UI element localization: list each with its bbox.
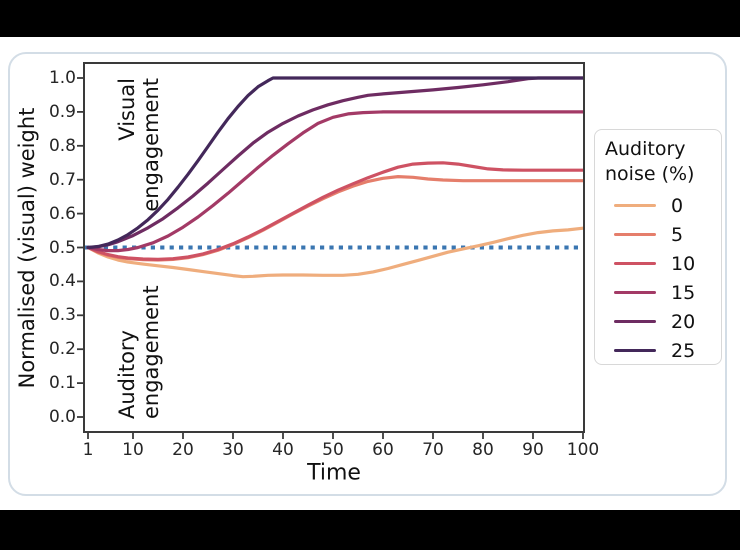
legend-line-swatch: [614, 320, 656, 323]
y-tick-label: 1.0: [48, 68, 76, 88]
legend-rows: 0 5 10 15 20 25: [605, 191, 715, 365]
x-tick-label: 60: [372, 440, 394, 460]
legend-line-swatch: [614, 262, 656, 265]
letterbox-bottom: [0, 510, 740, 550]
annotation-visual-engagement: Visual engagement: [115, 78, 163, 212]
legend-line-swatch: [614, 204, 656, 207]
y-tick-label: 0.3: [48, 305, 76, 326]
y-tick-label: 0.5: [48, 237, 76, 258]
x-tick-label: 80: [472, 440, 494, 460]
legend-entry-label: 25: [671, 339, 696, 362]
annotation-auditory-engagement: Auditory engagement: [115, 285, 163, 419]
x-tick-label: 70: [422, 440, 444, 460]
x-tick-label: 90: [522, 440, 544, 460]
legend-entry-label: 20: [671, 310, 696, 333]
x-tick-label: 50: [322, 440, 344, 460]
x-tick-label: 20: [172, 440, 194, 460]
x-tick-label: 1: [82, 440, 94, 460]
legend-entry-label: 0: [671, 194, 684, 217]
series-line-10: [86, 161, 585, 261]
legend-entry: 25: [605, 336, 715, 365]
y-tick-label: 0.6: [48, 203, 76, 224]
y-tick-label: 0.1: [48, 373, 76, 394]
legend-entry-label: 5: [671, 223, 684, 246]
y-tick-label: 0.4: [48, 271, 76, 292]
y-tick-label: 0.9: [48, 101, 76, 122]
y-tick-label: 0.8: [48, 135, 76, 156]
legend-entry: 20: [605, 307, 715, 336]
legend-entry: 0: [605, 191, 715, 220]
legend-entry-label: 10: [671, 252, 696, 275]
x-tick-label: 10: [122, 440, 144, 460]
x-axis-label: Time: [307, 460, 361, 486]
legend-title: Auditory noise (%): [605, 138, 695, 185]
x-tick-label: 40: [272, 440, 294, 460]
legend: Auditory noise (%) 0 5 10 15 20: [594, 129, 722, 365]
legend-entry: 15: [605, 278, 715, 307]
x-tick-label: 30: [222, 440, 244, 460]
series-line-15: [86, 110, 585, 253]
y-tick-label: 0.0: [48, 407, 76, 427]
series-line-25: [86, 76, 585, 250]
legend-line-swatch: [614, 233, 656, 236]
legend-line-swatch: [614, 349, 656, 352]
chart-plot-area: [77, 62, 585, 439]
series-line-20: [86, 76, 585, 250]
y-tick-label: 0.7: [48, 169, 76, 190]
legend-entry: 10: [605, 249, 715, 278]
legend-entry-label: 15: [671, 281, 696, 304]
letterbox-top: [0, 0, 740, 37]
legend-entry: 5: [605, 220, 715, 249]
legend-line-swatch: [614, 291, 656, 294]
x-tick-label: 100: [566, 440, 600, 460]
y-tick-label: 0.2: [48, 339, 76, 360]
series-line-0: [86, 226, 585, 279]
